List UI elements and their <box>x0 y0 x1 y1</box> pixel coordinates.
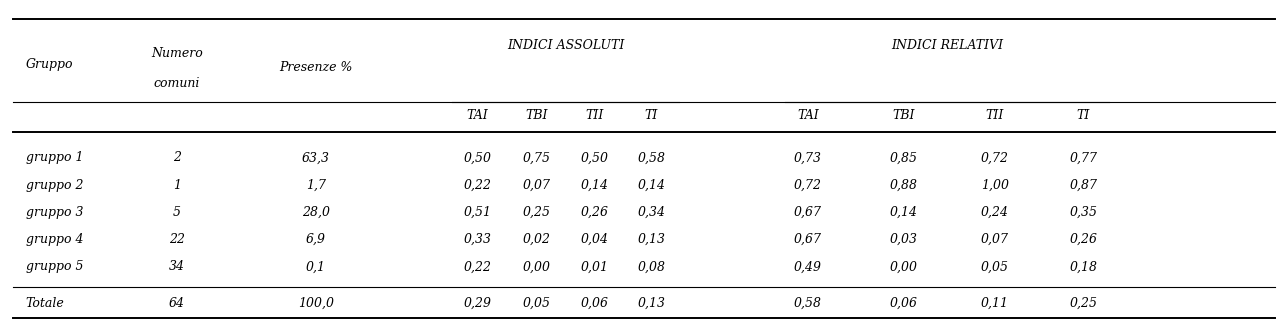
Text: TI: TI <box>645 109 658 122</box>
Text: Totale: Totale <box>26 297 64 310</box>
Text: TII: TII <box>985 109 1005 122</box>
Text: 34: 34 <box>169 260 185 273</box>
Text: 0,14: 0,14 <box>890 206 918 219</box>
Text: 0,50: 0,50 <box>464 151 492 165</box>
Text: 6,9: 6,9 <box>305 233 326 246</box>
Text: 5: 5 <box>173 206 182 219</box>
Text: comuni: comuni <box>153 77 200 90</box>
Text: 1,7: 1,7 <box>305 179 326 192</box>
Text: 0,26: 0,26 <box>581 206 609 219</box>
Text: 63,3: 63,3 <box>301 151 330 165</box>
Text: gruppo 3: gruppo 3 <box>26 206 82 219</box>
Text: 0,85: 0,85 <box>890 151 918 165</box>
Text: 0,1: 0,1 <box>305 260 326 273</box>
Text: 0,05: 0,05 <box>981 260 1009 273</box>
Text: TII: TII <box>586 109 604 122</box>
Text: 0,22: 0,22 <box>464 179 492 192</box>
Text: 0,11: 0,11 <box>981 297 1009 310</box>
Text: 2: 2 <box>173 151 182 165</box>
Text: 0,06: 0,06 <box>581 297 609 310</box>
Text: 0,25: 0,25 <box>523 206 551 219</box>
Text: 0,13: 0,13 <box>638 233 666 246</box>
Text: 0,01: 0,01 <box>581 260 609 273</box>
Text: gruppo 4: gruppo 4 <box>26 233 82 246</box>
Text: 0,06: 0,06 <box>890 297 918 310</box>
Text: 0,72: 0,72 <box>981 151 1009 165</box>
Text: 0,26: 0,26 <box>1069 233 1097 246</box>
Text: 1: 1 <box>173 179 182 192</box>
Text: 0,88: 0,88 <box>890 179 918 192</box>
Text: 0,07: 0,07 <box>523 179 551 192</box>
Text: INDICI RELATIVI: INDICI RELATIVI <box>891 40 1003 52</box>
Text: 64: 64 <box>169 297 185 310</box>
Text: TBI: TBI <box>893 109 916 122</box>
Text: 0,00: 0,00 <box>523 260 551 273</box>
Text: 1,00: 1,00 <box>981 179 1009 192</box>
Text: 0,49: 0,49 <box>795 260 822 273</box>
Text: 0,87: 0,87 <box>1069 179 1097 192</box>
Text: 28,0: 28,0 <box>301 206 330 219</box>
Text: 0,25: 0,25 <box>1069 297 1097 310</box>
Text: 0,24: 0,24 <box>981 206 1009 219</box>
Text: gruppo 2: gruppo 2 <box>26 179 82 192</box>
Text: 0,08: 0,08 <box>638 260 666 273</box>
Text: TAI: TAI <box>466 109 488 122</box>
Text: 0,00: 0,00 <box>890 260 918 273</box>
Text: 0,58: 0,58 <box>795 297 822 310</box>
Text: gruppo 5: gruppo 5 <box>26 260 82 273</box>
Text: 0,67: 0,67 <box>795 233 822 246</box>
Text: Gruppo: Gruppo <box>26 58 73 71</box>
Text: 0,22: 0,22 <box>464 260 492 273</box>
Text: 0,14: 0,14 <box>638 179 666 192</box>
Text: 0,29: 0,29 <box>464 297 492 310</box>
Text: 0,72: 0,72 <box>795 179 822 192</box>
Text: 0,51: 0,51 <box>464 206 492 219</box>
Text: 0,77: 0,77 <box>1069 151 1097 165</box>
Text: Presenze %: Presenze % <box>279 61 353 74</box>
Text: 0,33: 0,33 <box>464 233 492 246</box>
Text: TAI: TAI <box>797 109 819 122</box>
Text: Numero: Numero <box>151 47 202 60</box>
Text: 0,07: 0,07 <box>981 233 1009 246</box>
Text: 0,34: 0,34 <box>638 206 666 219</box>
Text: TBI: TBI <box>526 109 547 122</box>
Text: 0,05: 0,05 <box>523 297 551 310</box>
Text: 100,0: 100,0 <box>298 297 334 310</box>
Text: 0,58: 0,58 <box>638 151 666 165</box>
Text: 0,50: 0,50 <box>581 151 609 165</box>
Text: INDICI ASSOLUTI: INDICI ASSOLUTI <box>507 40 625 52</box>
Text: 0,73: 0,73 <box>795 151 822 165</box>
Text: 0,04: 0,04 <box>581 233 609 246</box>
Text: 0,13: 0,13 <box>638 297 666 310</box>
Text: 0,67: 0,67 <box>795 206 822 219</box>
Text: 0,14: 0,14 <box>581 179 609 192</box>
Text: 0,35: 0,35 <box>1069 206 1097 219</box>
Text: 0,02: 0,02 <box>523 233 551 246</box>
Text: gruppo 1: gruppo 1 <box>26 151 82 165</box>
Text: 22: 22 <box>169 233 185 246</box>
Text: 0,03: 0,03 <box>890 233 918 246</box>
Text: TI: TI <box>1077 109 1090 122</box>
Text: 0,18: 0,18 <box>1069 260 1097 273</box>
Text: 0,75: 0,75 <box>523 151 551 165</box>
